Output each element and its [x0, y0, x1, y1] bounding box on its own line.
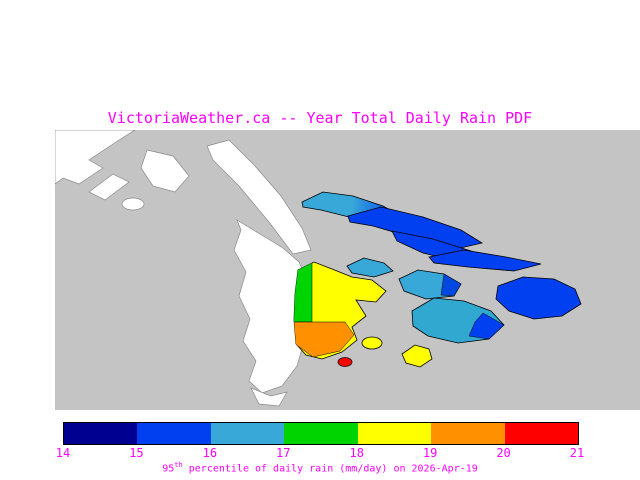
- peninsula: [233, 219, 307, 394]
- contour-red-spot: [337, 357, 353, 367]
- colorbar-tick-label: 21: [569, 446, 585, 460]
- colorbar-tick-label: 16: [202, 446, 218, 460]
- island-blue-long-3: [428, 249, 542, 272]
- colorbar-tick-label: 17: [276, 446, 291, 460]
- map-svg: [55, 130, 640, 410]
- peninsula-tip: [250, 387, 288, 407]
- figure-caption: 95th percentile of daily rain (mm/day) o…: [0, 461, 640, 474]
- colorbar-segment: [137, 423, 211, 444]
- sea-background: [55, 130, 640, 410]
- data-islands-group: [293, 191, 582, 368]
- colorbar-tick-label: 14: [55, 446, 71, 460]
- landmass-group: [55, 130, 312, 407]
- colorbar-tick-label: 20: [496, 446, 511, 460]
- island-teal-blue-lobe: [468, 312, 505, 340]
- contour-orange: [294, 321, 355, 358]
- colorbar-segment: [431, 423, 505, 444]
- colorbar-segment: [64, 423, 138, 444]
- colorbar-segment: [504, 423, 578, 444]
- island-cyan-mid-blue-part: [440, 273, 462, 297]
- caption-value: 95: [162, 463, 175, 475]
- caption-text: percentile of daily rain (mm/day) on 202…: [182, 463, 478, 475]
- island-blue-east: [495, 276, 582, 320]
- island-yellow-small: [361, 336, 383, 350]
- colorbar-tick-label: 15: [129, 446, 144, 460]
- island-cyan-small: [346, 257, 394, 278]
- colorbar: [63, 422, 579, 445]
- colorbar-tick-label: 19: [422, 446, 438, 460]
- caption-superscript: th: [174, 461, 183, 469]
- colorbar-segment: [357, 423, 432, 444]
- land-blob: [140, 149, 190, 193]
- figure-title: VictoriaWeather.ca -- Year Total Daily R…: [107, 109, 533, 127]
- colorbar-segment: [210, 423, 285, 444]
- small-island: [121, 197, 145, 211]
- coast-northwest: [55, 130, 136, 185]
- map-area: [55, 130, 640, 410]
- colorbar-tick-label: 18: [349, 446, 364, 460]
- coast-strip: [88, 173, 130, 201]
- central-island-contours: [294, 262, 355, 358]
- island-yellow-southeast: [401, 344, 433, 368]
- colorbar-segment: [284, 423, 358, 444]
- colorbar-ticks: 14 15 16 17 18 19 20 21: [56, 446, 584, 460]
- island-blue-long-1: [347, 206, 484, 250]
- diagonal-landstrip: [206, 139, 312, 255]
